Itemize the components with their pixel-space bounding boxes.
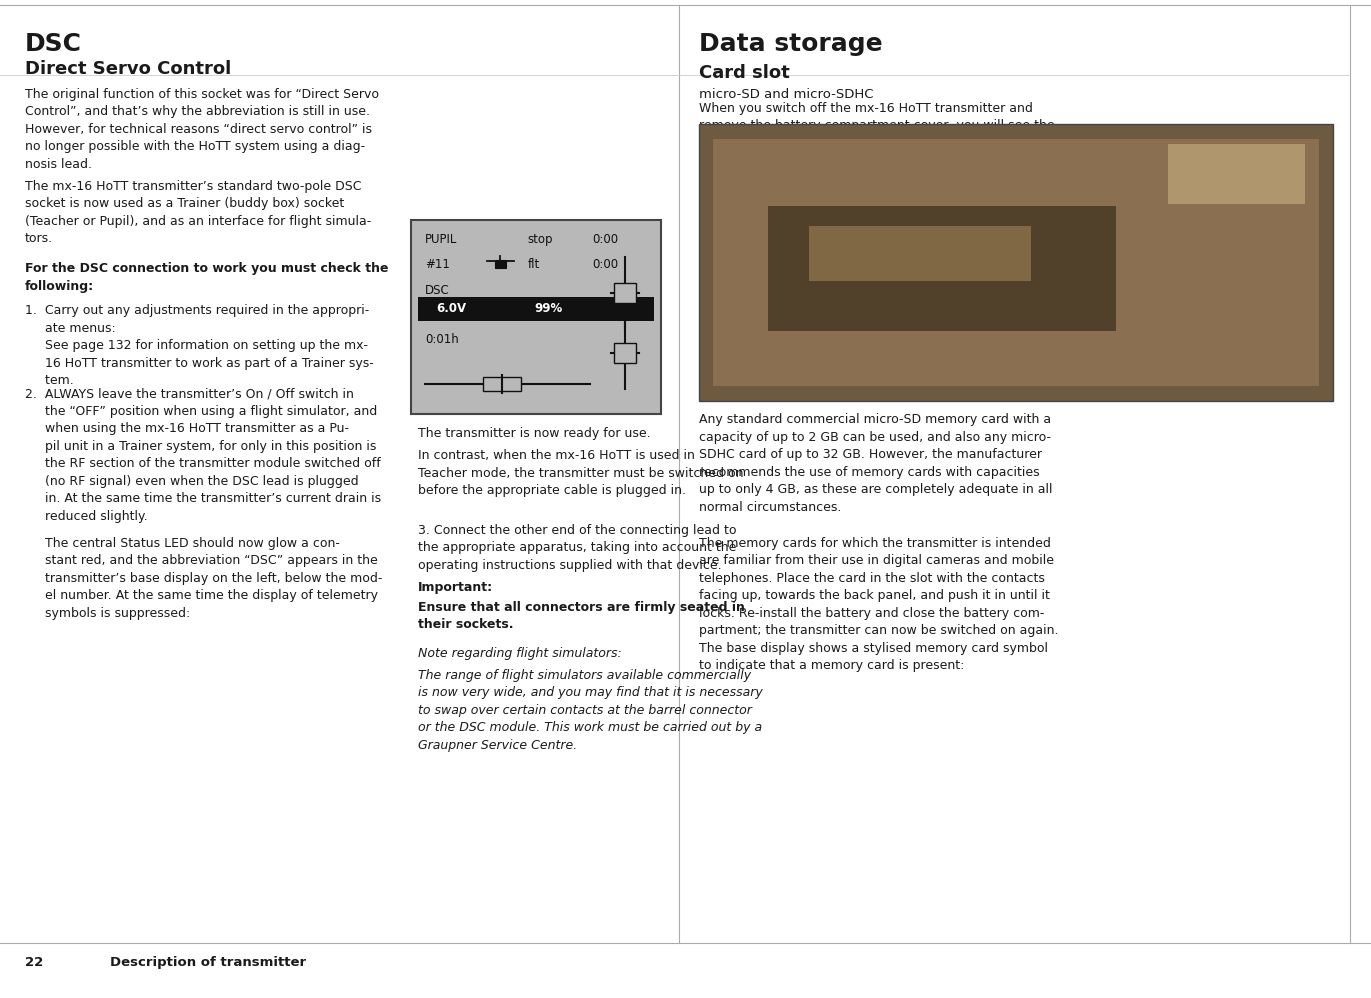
Text: The transmitter is now ready for use.: The transmitter is now ready for use. xyxy=(418,427,651,440)
Text: 99%: 99% xyxy=(535,302,563,315)
Bar xyxy=(1168,144,1305,204)
Text: stop: stop xyxy=(528,233,554,246)
Text: Direct Servo Control: Direct Servo Control xyxy=(25,60,230,78)
Bar xyxy=(614,283,636,303)
Text: Note regarding flight simulators:: Note regarding flight simulators: xyxy=(418,647,622,660)
Text: 22: 22 xyxy=(25,956,43,969)
Text: DSC: DSC xyxy=(425,284,450,297)
Bar xyxy=(713,139,1319,386)
Text: See page 132 for information on setting up the mx-
     16 HoTT transmitter to w: See page 132 for information on setting … xyxy=(25,339,373,387)
Bar xyxy=(614,343,636,363)
Text: 1.  Carry out any adjustments required in the appropri-
     ate menus:: 1. Carry out any adjustments required in… xyxy=(25,304,369,335)
Bar xyxy=(495,260,506,268)
Text: In contrast, when the mx-16 HoTT is used in
Teacher mode, the transmitter must b: In contrast, when the mx-16 HoTT is used… xyxy=(418,449,743,497)
Text: For the DSC connection to work you must check the
following:: For the DSC connection to work you must … xyxy=(25,262,388,293)
Text: PUPIL: PUPIL xyxy=(425,233,458,246)
Text: The original function of this socket was for “Direct Servo
Control”, and that’s : The original function of this socket was… xyxy=(25,88,378,171)
Bar xyxy=(411,220,661,414)
Text: Description of transmitter: Description of transmitter xyxy=(110,956,306,969)
Text: Any standard commercial micro-SD memory card with a
capacity of up to 2 GB can b: Any standard commercial micro-SD memory … xyxy=(699,413,1053,514)
Text: The mx-16 HoTT transmitter’s standard two-pole DSC
socket is now used as a Train: The mx-16 HoTT transmitter’s standard tw… xyxy=(25,180,372,246)
Bar xyxy=(418,297,654,321)
Text: The range of flight simulators available commercially
is now very wide, and you : The range of flight simulators available… xyxy=(418,669,762,751)
Text: Ensure that all connectors are firmly seated in
their sockets.: Ensure that all connectors are firmly se… xyxy=(418,601,744,632)
Text: 6.0V: 6.0V xyxy=(436,302,466,315)
Text: micro-SD and micro-SDHC: micro-SD and micro-SDHC xyxy=(699,88,873,101)
Text: HoTT: HoTT xyxy=(569,296,599,309)
Text: Card slot: Card slot xyxy=(699,64,790,82)
Text: When you switch off the mx-16 HoTT transmitter and
remove the battery compartmen: When you switch off the mx-16 HoTT trans… xyxy=(699,102,1054,168)
Text: The memory cards for which the transmitter is intended
are familiar from their u: The memory cards for which the transmitt… xyxy=(699,537,1058,673)
Text: DSC: DSC xyxy=(25,32,82,56)
Text: 2.  ALWAYS leave the transmitter’s On / Off switch in
     the “OFF” position wh: 2. ALWAYS leave the transmitter’s On / O… xyxy=(25,387,381,523)
Bar xyxy=(483,377,521,391)
Bar xyxy=(809,226,1031,281)
Bar xyxy=(768,207,1116,331)
Text: flt: flt xyxy=(528,258,540,271)
Text: The central Status LED should now glow a con-
     stant red, and the abbreviati: The central Status LED should now glow a… xyxy=(25,537,383,620)
Text: 3. Connect the other end of the connecting lead to
the appropriate apparatus, ta: 3. Connect the other end of the connecti… xyxy=(418,524,736,572)
Text: Data storage: Data storage xyxy=(699,32,883,56)
Text: 0:01h: 0:01h xyxy=(425,333,459,346)
Text: #11: #11 xyxy=(425,258,450,271)
Text: Important:: Important: xyxy=(418,581,494,594)
Bar xyxy=(699,124,1333,401)
Text: 0:00: 0:00 xyxy=(592,233,618,246)
Text: 0:00: 0:00 xyxy=(592,258,618,271)
